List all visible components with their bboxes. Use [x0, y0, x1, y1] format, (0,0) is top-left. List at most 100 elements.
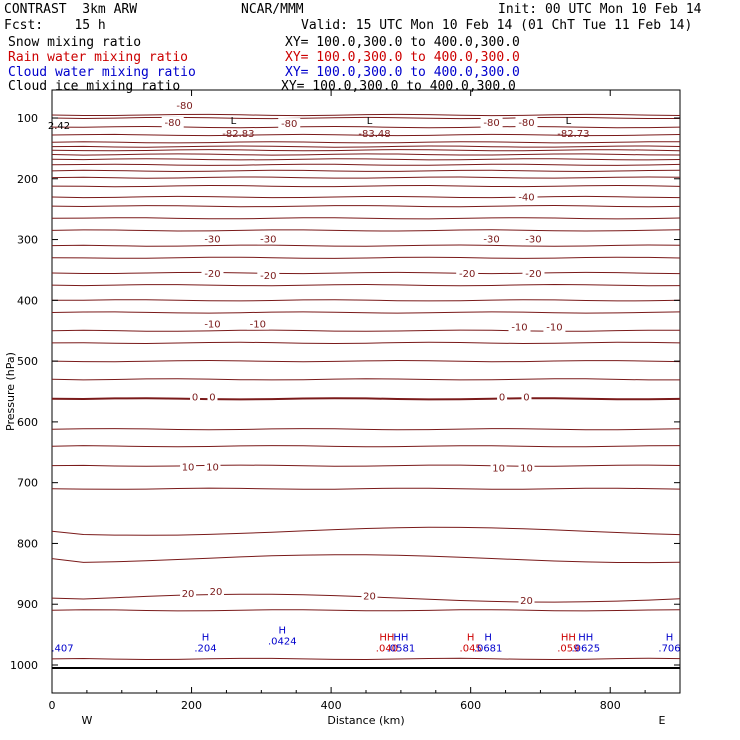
- isotherm-line: [51, 125, 681, 129]
- high-value: .407: [51, 644, 73, 655]
- isotherm-label: -80: [281, 119, 297, 130]
- high-marker: HH: [561, 633, 576, 644]
- y-tick-label: 600: [17, 416, 38, 429]
- y-tick-label: 400: [17, 294, 38, 307]
- isotherm-line: [51, 133, 681, 137]
- low-marker: L: [231, 116, 237, 127]
- isotherm-label: -40: [518, 193, 534, 204]
- isotherm-line: [51, 657, 681, 661]
- isotherm-label: 10: [206, 462, 219, 473]
- isotherm-line: [51, 329, 680, 332]
- isotherm-label-bg: [490, 462, 507, 474]
- high-value: .045: [460, 644, 482, 655]
- isotherm-label-bg: [515, 191, 538, 203]
- west-label: W: [82, 714, 93, 727]
- isotherm-label: -10: [511, 323, 527, 334]
- isotherm-label-bg: [207, 391, 218, 403]
- model-title: CONTRAST 3km ARW: [4, 2, 138, 17]
- x-tick-label: 800: [600, 699, 621, 712]
- isotherm-label-bg: [361, 590, 378, 602]
- isotherm-label: -80: [483, 118, 499, 129]
- isotherm-label: 20: [520, 596, 533, 607]
- high-marker: H: [484, 633, 492, 644]
- isotherm-label: -30: [525, 235, 541, 246]
- isotherm-label: 0: [523, 393, 529, 404]
- isotherm-label-bg: [456, 268, 479, 280]
- isotherm-label-bg: [480, 233, 503, 245]
- isotherm-label-bg: [480, 116, 503, 128]
- high-marker: H: [279, 625, 287, 636]
- isotherm-label-bg: [201, 318, 224, 330]
- isotherm-label-bg: [522, 233, 545, 245]
- isotherm-line: [51, 428, 681, 431]
- high-value: .040: [376, 644, 398, 655]
- isotherm-label-bg: [521, 391, 532, 403]
- isotherm-line: [51, 141, 680, 144]
- isotherm-label: -10: [546, 323, 562, 334]
- low-value: -82.83: [222, 129, 254, 140]
- isotherm-label: 20: [182, 589, 195, 600]
- isotherm-line: [51, 158, 681, 161]
- isotherm-label: -80: [165, 118, 181, 129]
- isotherm-label: 10: [492, 464, 505, 475]
- low-marker: L: [367, 116, 373, 127]
- center-label: NCAR/MMM: [241, 2, 304, 17]
- high-value: 2.42: [48, 121, 70, 132]
- high-value: .0681: [474, 644, 503, 655]
- high-marker: HH: [578, 633, 593, 644]
- isotherm-label: -20: [260, 271, 276, 282]
- x-axis-title: Distance (km): [327, 714, 404, 727]
- field-label-snow: Snow mixing ratio: [8, 35, 142, 50]
- y-tick-label: 100: [17, 112, 38, 125]
- isotherm-line: [51, 341, 681, 345]
- field-label-rain: Rain water mixing ratio: [8, 50, 189, 65]
- isotherm-label: 10: [520, 464, 533, 475]
- isotherm-label-bg: [201, 233, 224, 245]
- isotherm-label: -20: [525, 269, 541, 280]
- low-marker: L: [566, 116, 572, 127]
- high-value: .0424: [268, 636, 297, 647]
- high-value: .0625: [571, 644, 600, 655]
- valid-time: Valid: 15 UTC Mon 10 Feb 14 (01 ChT Tue …: [301, 18, 693, 33]
- isotherm-line: [51, 244, 681, 247]
- isotherm-label: 20: [210, 587, 223, 598]
- isotherm-label-bg: [257, 233, 280, 245]
- isotherm-line: [51, 271, 681, 275]
- field-xy-cloud-water: XY= 100.0,300.0 to 400.0,300.0: [285, 65, 520, 80]
- isotherm-line: [51, 217, 681, 220]
- isotherm-line: [51, 163, 681, 166]
- isotherm-label: -20: [204, 269, 220, 280]
- isotherm-label-bg: [278, 118, 301, 130]
- isotherm-line: [51, 184, 681, 188]
- isotherm-line: [51, 116, 680, 120]
- y-tick-label: 200: [17, 173, 38, 186]
- isotherm-label: -10: [204, 320, 220, 331]
- isotherm-line: [51, 195, 681, 199]
- isotherm-line: [51, 153, 681, 156]
- x-tick-label: 400: [321, 699, 342, 712]
- isotherm-line: [51, 256, 681, 259]
- field-xy-snow: XY= 100.0,300.0 to 400.0,300.0: [285, 35, 520, 50]
- y-axis-title: Pressure (hPa): [4, 352, 17, 431]
- high-value: .706: [658, 644, 680, 655]
- isotherm-label: 0: [209, 393, 215, 404]
- isotherm-label-bg: [207, 586, 224, 598]
- isotherm-line: [51, 526, 681, 536]
- low-value: -82.73: [557, 129, 589, 140]
- high-value: .0581: [387, 644, 416, 655]
- isotherm-line: [51, 609, 681, 612]
- y-tick-label: 800: [17, 537, 38, 550]
- isotherm-line: [51, 397, 681, 401]
- isotherm-line: [51, 229, 681, 232]
- high-marker: HH: [379, 633, 394, 644]
- isotherm-label-bg: [161, 116, 184, 128]
- isotherm-label: 0: [499, 393, 505, 404]
- forecast-hour: Fcst: 15 h: [4, 18, 106, 33]
- isotherm-line: [51, 378, 680, 381]
- init-time: Init: 00 UTC Mon 10 Feb 14: [498, 2, 702, 17]
- x-tick-label: 600: [460, 699, 481, 712]
- isotherm-line: [51, 464, 681, 467]
- y-tick-label: 900: [17, 598, 38, 611]
- x-tick-label: 0: [49, 699, 56, 712]
